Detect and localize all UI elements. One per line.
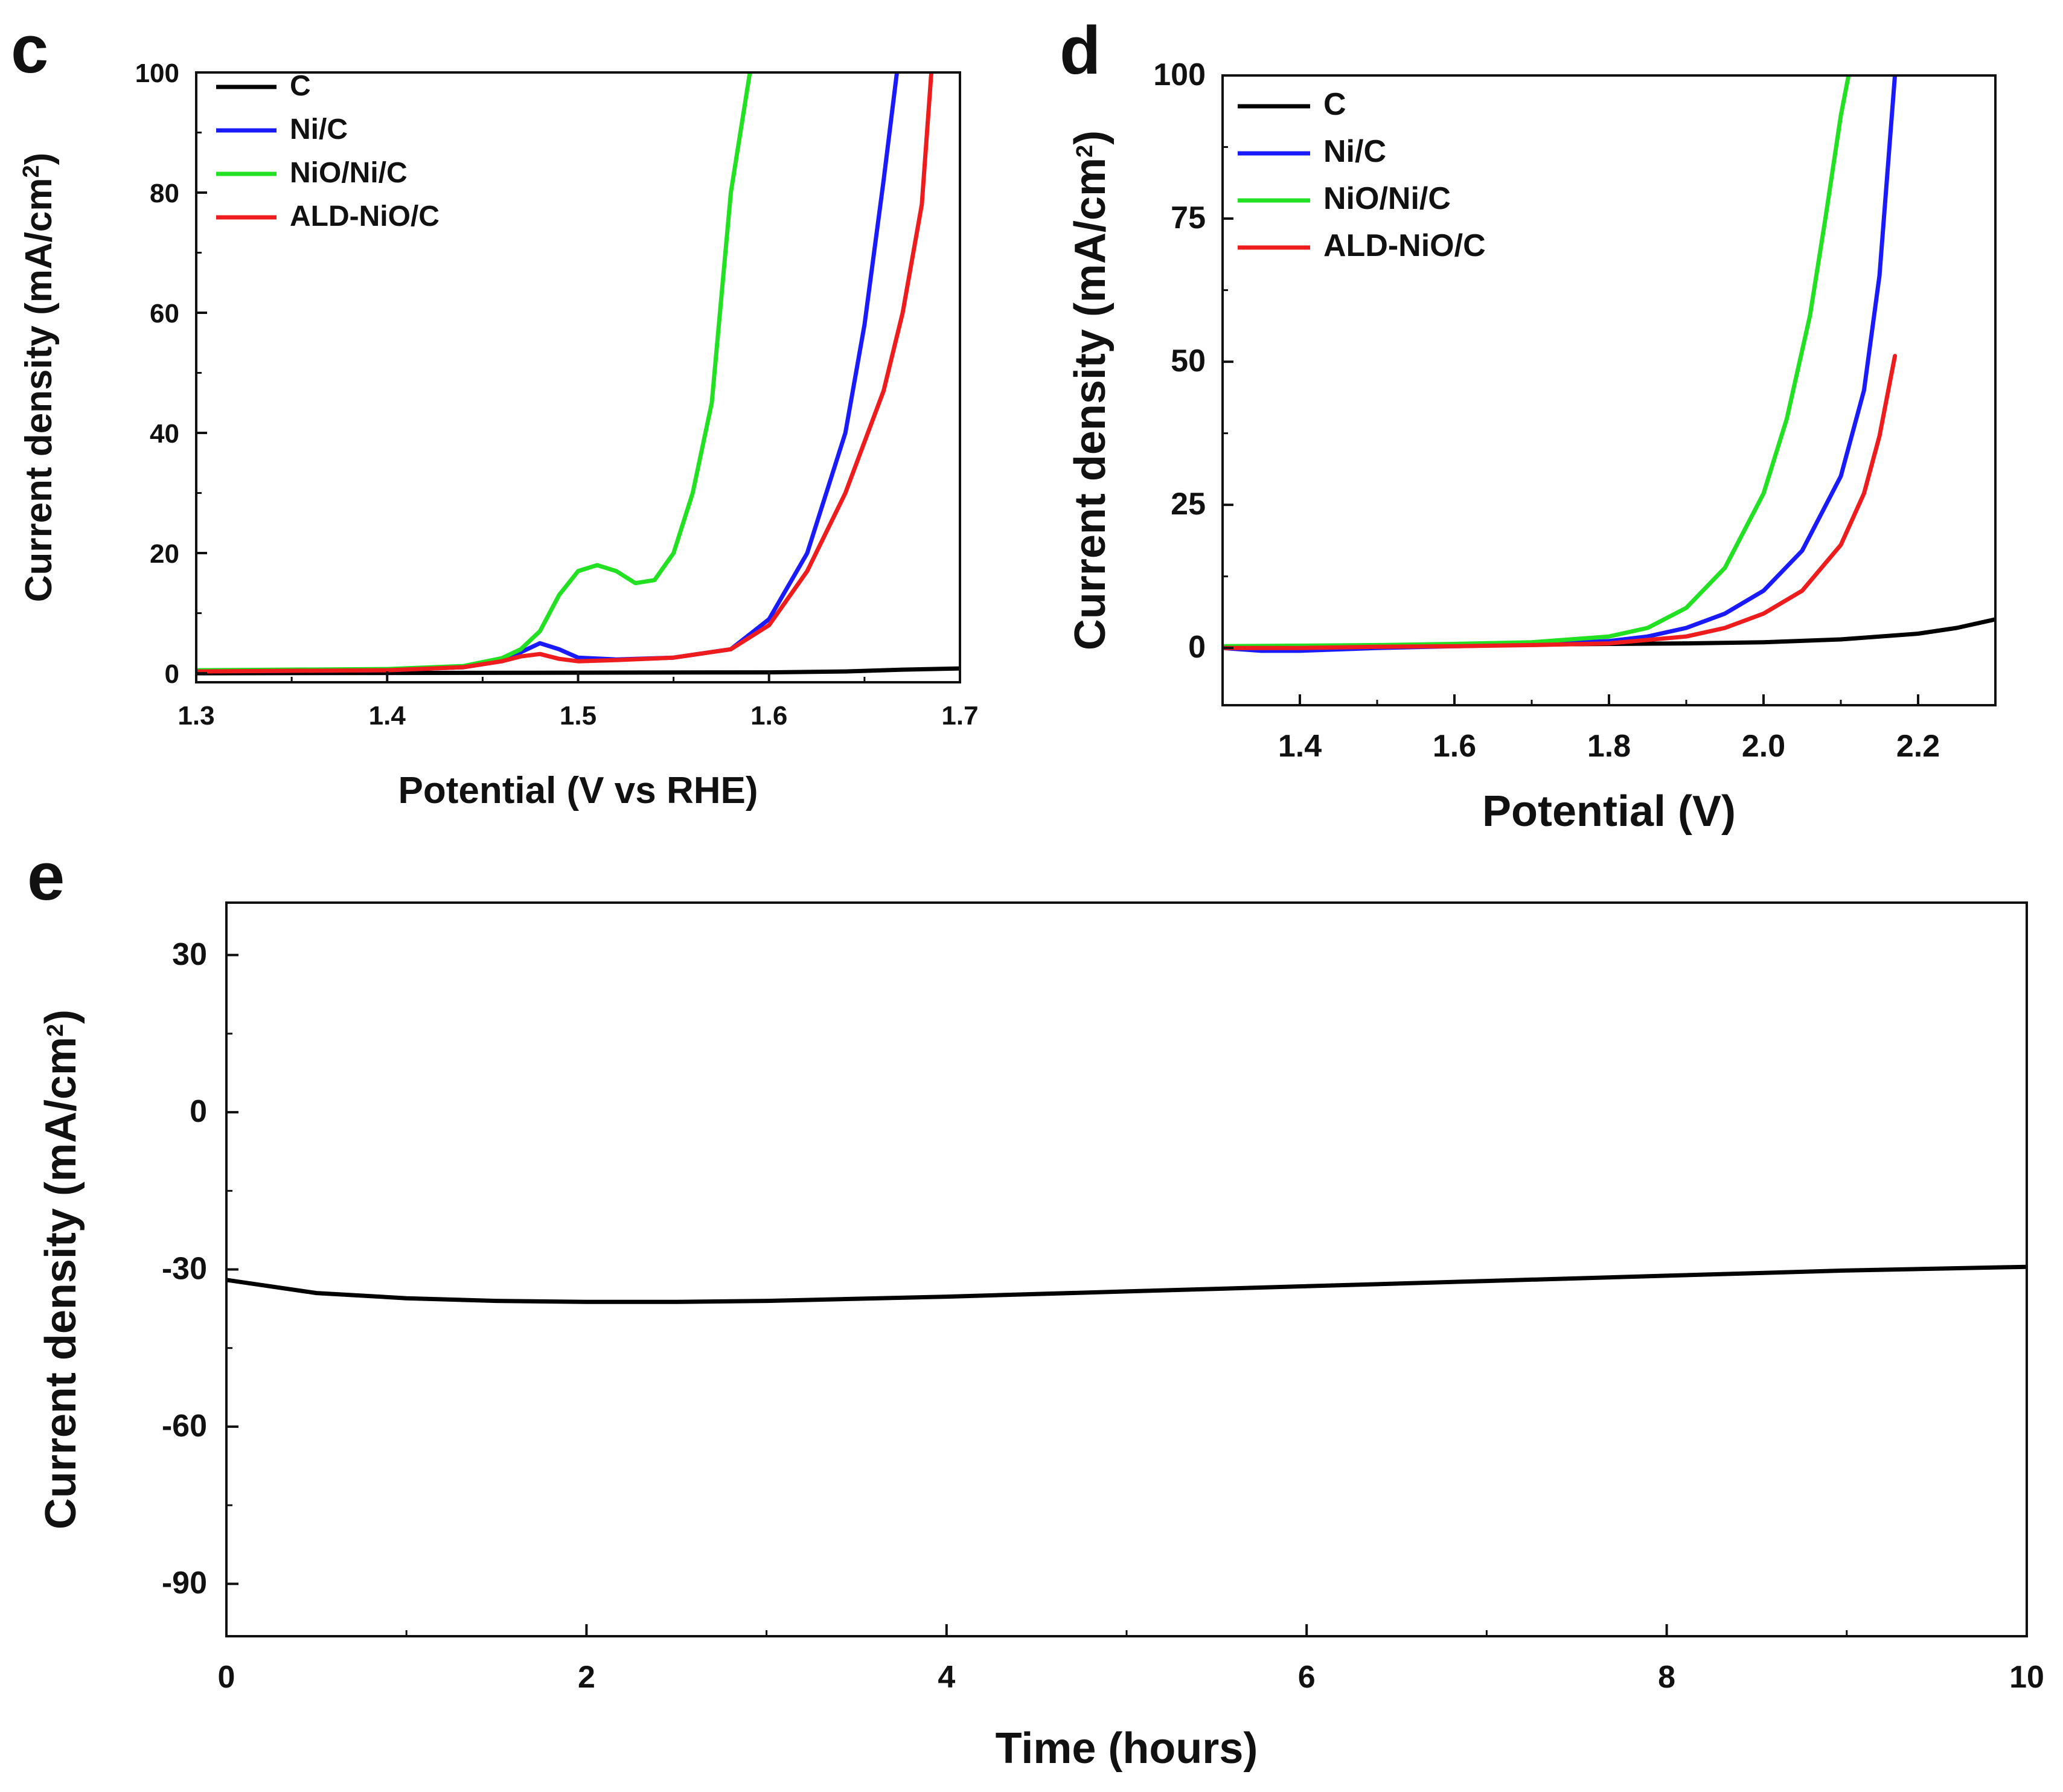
x-axis-label-e: Time (hours) <box>996 1724 1258 1773</box>
y-tick-label: 40 <box>150 419 179 449</box>
series-line-e-stability <box>226 1264 2027 1304</box>
legend-entry: NiO/Ni/C <box>1323 181 1451 216</box>
x-tick-label: 1.7 <box>941 701 978 731</box>
x-axis-label-d: Potential (V) <box>1482 787 1736 836</box>
x-tick-label: 1.6 <box>1433 729 1476 764</box>
panel-label-d: d <box>1060 13 1101 88</box>
series-line-c-nio-ni-c <box>196 72 752 673</box>
y-tick-label: 20 <box>150 539 179 569</box>
legend-entry: Ni/C <box>1323 134 1386 169</box>
y-tick-label: -60 <box>162 1409 207 1444</box>
x-tick-label: 4 <box>938 1660 955 1695</box>
y-axis-label-close: ) <box>18 153 60 165</box>
y-tick-label: 25 <box>1171 487 1206 522</box>
panel-label-c: c <box>11 11 48 87</box>
legend-entry: ALD-NiO/C <box>1323 228 1486 263</box>
series-line-c-ald-nio-c <box>196 72 934 674</box>
y-axis-label-close: ) <box>37 1010 85 1024</box>
y-axis-label-main: Current density (mA/cm <box>37 1037 85 1529</box>
chart-panel-e: e 0 2 4 6 8 10 -90 -60 -30 0 30 Time (hours) Current … <box>27 839 2044 1773</box>
x-tick-label: 6 <box>1298 1660 1316 1695</box>
series-line-d-ald-nio-c <box>1223 354 1898 650</box>
x-tick-label: 1.4 <box>369 701 406 731</box>
y-axis-label-close: ) <box>1066 130 1115 145</box>
x-tick-label: 1.6 <box>750 701 787 731</box>
chart-panel-d: d 1.4 1.6 1.8 2.0 2.2 0 25 50 75 100 Potential (V) C… <box>1060 13 1997 836</box>
y-tick-label: 0 <box>165 659 179 689</box>
x-tick-label: 2.2 <box>1896 729 1940 764</box>
y-tick-label: 50 <box>1171 344 1206 379</box>
chart-panel-c: c 1.3 1.4 1.5 1.6 1.7 0 20 40 60 80 100 Potential (V… <box>11 11 979 811</box>
y-tick-label: 80 <box>150 179 179 208</box>
y-tick-label: 75 <box>1171 200 1206 235</box>
x-tick-label: 2 <box>578 1660 595 1695</box>
y-tick-label: 60 <box>150 299 179 328</box>
x-tick-label: 1.4 <box>1278 729 1322 764</box>
y-tick-label: -90 <box>162 1566 207 1601</box>
legend-entry: Ni/C <box>290 114 348 146</box>
y-axis-label-main: Current density (mA/cm <box>18 178 60 602</box>
y-tick-label: 100 <box>1153 57 1206 92</box>
panel-label-e: e <box>27 839 65 914</box>
y-axis-label-sup: 2 <box>43 1024 68 1037</box>
y-axis-label-c: Current density (mA/cm2) <box>18 153 60 603</box>
y-axis-label-main: Current density (mA/cm <box>1066 158 1115 650</box>
x-tick-label: 1.3 <box>178 701 214 731</box>
y-tick-label: 0 <box>1188 630 1206 665</box>
x-tick-label: 10 <box>2009 1660 2044 1695</box>
plot-frame-d <box>1221 74 1997 706</box>
legend-entry: C <box>290 70 311 102</box>
y-tick-label: -30 <box>162 1252 207 1287</box>
plot-frame-e <box>225 901 2028 1637</box>
x-tick-label: 2.0 <box>1742 729 1785 764</box>
x-tick-label: 1.5 <box>560 701 597 731</box>
y-axis-label-sup: 2 <box>1072 145 1098 158</box>
y-axis-label-sup: 2 <box>19 165 44 178</box>
legend-entry: ALD-NiO/C <box>290 200 440 232</box>
x-axis-label-c: Potential (V vs RHE) <box>398 770 758 811</box>
series-line-d-nio-ni-c <box>1223 75 1851 648</box>
y-tick-label: 100 <box>135 59 179 88</box>
y-axis-label-e: Current density (mA/cm2) <box>37 1010 85 1529</box>
x-tick-label: 0 <box>218 1660 235 1695</box>
y-axis-label-d: Current density (mA/cm2) <box>1066 130 1115 650</box>
legend-entry: NiO/Ni/C <box>290 157 408 189</box>
x-tick-label: 8 <box>1658 1660 1675 1695</box>
y-tick-label: 0 <box>190 1094 207 1129</box>
y-tick-label: 30 <box>172 937 207 972</box>
x-tick-label: 1.8 <box>1587 729 1631 764</box>
legend-entry: C <box>1323 87 1346 122</box>
